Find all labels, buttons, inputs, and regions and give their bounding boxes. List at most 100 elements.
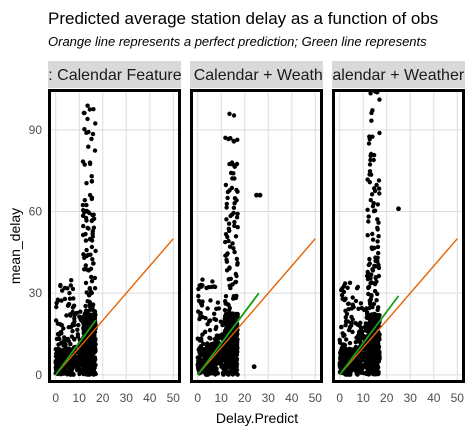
data-point — [91, 261, 96, 266]
x-tick-label: 50 — [309, 391, 323, 405]
data-point — [68, 367, 74, 373]
data-point — [375, 244, 381, 250]
data-point — [373, 275, 378, 281]
data-point — [339, 324, 344, 330]
data-point — [225, 316, 230, 321]
data-point — [342, 342, 348, 348]
data-point — [87, 210, 92, 216]
data-point — [221, 357, 226, 362]
data-point — [346, 372, 351, 377]
data-point — [83, 341, 89, 347]
data-point — [196, 293, 201, 299]
data-point — [371, 352, 376, 357]
data-point — [76, 322, 81, 328]
data-point — [377, 97, 382, 102]
data-point — [89, 238, 95, 243]
data-point — [368, 153, 373, 158]
data-point — [368, 197, 373, 203]
data-point — [355, 372, 360, 377]
data-point — [89, 244, 95, 250]
data-point — [230, 311, 236, 316]
data-point — [233, 295, 239, 301]
data-point — [233, 349, 238, 355]
data-point — [228, 213, 233, 219]
data-point — [370, 267, 375, 272]
x-tick-label: 10 — [73, 391, 87, 405]
data-point — [89, 174, 94, 179]
data-point — [54, 336, 60, 342]
data-point — [365, 233, 370, 238]
plot-area — [332, 89, 465, 383]
data-point — [370, 305, 375, 310]
data-point — [82, 198, 88, 203]
data-point — [232, 249, 237, 255]
data-point — [84, 323, 90, 329]
data-point — [90, 371, 96, 377]
data-point — [365, 207, 370, 212]
data-point — [371, 157, 376, 163]
data-point — [223, 182, 229, 188]
data-point — [229, 339, 235, 345]
data-point — [89, 279, 95, 284]
x-tick-label: 50 — [167, 391, 181, 405]
data-point — [61, 326, 66, 331]
data-point — [91, 225, 97, 230]
perfect-prediction-line — [197, 238, 316, 376]
data-point — [54, 351, 59, 356]
data-point — [377, 313, 382, 318]
panel-border — [332, 89, 465, 383]
facet-panel: 2: Calendar + Weather 0 10 20 30 40 50 — [190, 61, 323, 405]
data-point — [90, 218, 95, 223]
data-point — [67, 296, 73, 301]
data-point — [90, 131, 96, 137]
data-point — [72, 312, 78, 318]
data-point — [218, 319, 223, 324]
data-point — [87, 286, 93, 292]
data-point — [340, 286, 345, 291]
data-point — [85, 116, 90, 122]
data-point — [225, 195, 230, 201]
data-point — [371, 301, 377, 307]
x-tick-label: 40 — [427, 391, 441, 405]
x-tick-label: 10 — [215, 391, 229, 405]
data-point — [70, 286, 76, 292]
data-point — [224, 252, 229, 257]
data-point — [225, 348, 230, 353]
data-point — [204, 285, 209, 291]
data-point — [65, 372, 70, 377]
data-point — [85, 267, 90, 272]
data-point — [374, 298, 379, 303]
data-point — [86, 293, 92, 298]
data-point — [91, 340, 96, 345]
data-point — [85, 299, 90, 304]
data-point — [343, 323, 348, 328]
data-point — [350, 302, 355, 307]
data-point — [354, 286, 360, 291]
perfect-prediction-line — [55, 238, 174, 376]
data-point — [376, 234, 381, 239]
data-point — [358, 357, 364, 363]
x-tick-label: 0 — [52, 391, 59, 405]
data-point — [205, 306, 210, 311]
data-point — [203, 355, 209, 360]
data-point — [347, 340, 353, 346]
x-tick-label: 10 — [357, 391, 371, 405]
data-point — [358, 320, 363, 325]
data-point — [224, 217, 229, 222]
data-point — [81, 223, 86, 229]
data-point — [75, 334, 81, 339]
data-point — [231, 246, 236, 251]
data-point — [60, 353, 66, 358]
y-tick-label: 90 — [29, 123, 43, 137]
data-point — [367, 261, 372, 266]
data-point — [90, 304, 95, 309]
data-point — [86, 308, 91, 314]
data-point — [371, 322, 376, 327]
data-point — [369, 118, 374, 123]
data-point — [227, 265, 232, 270]
data-point — [215, 300, 221, 305]
data-point — [367, 358, 372, 364]
data-point — [234, 187, 239, 193]
